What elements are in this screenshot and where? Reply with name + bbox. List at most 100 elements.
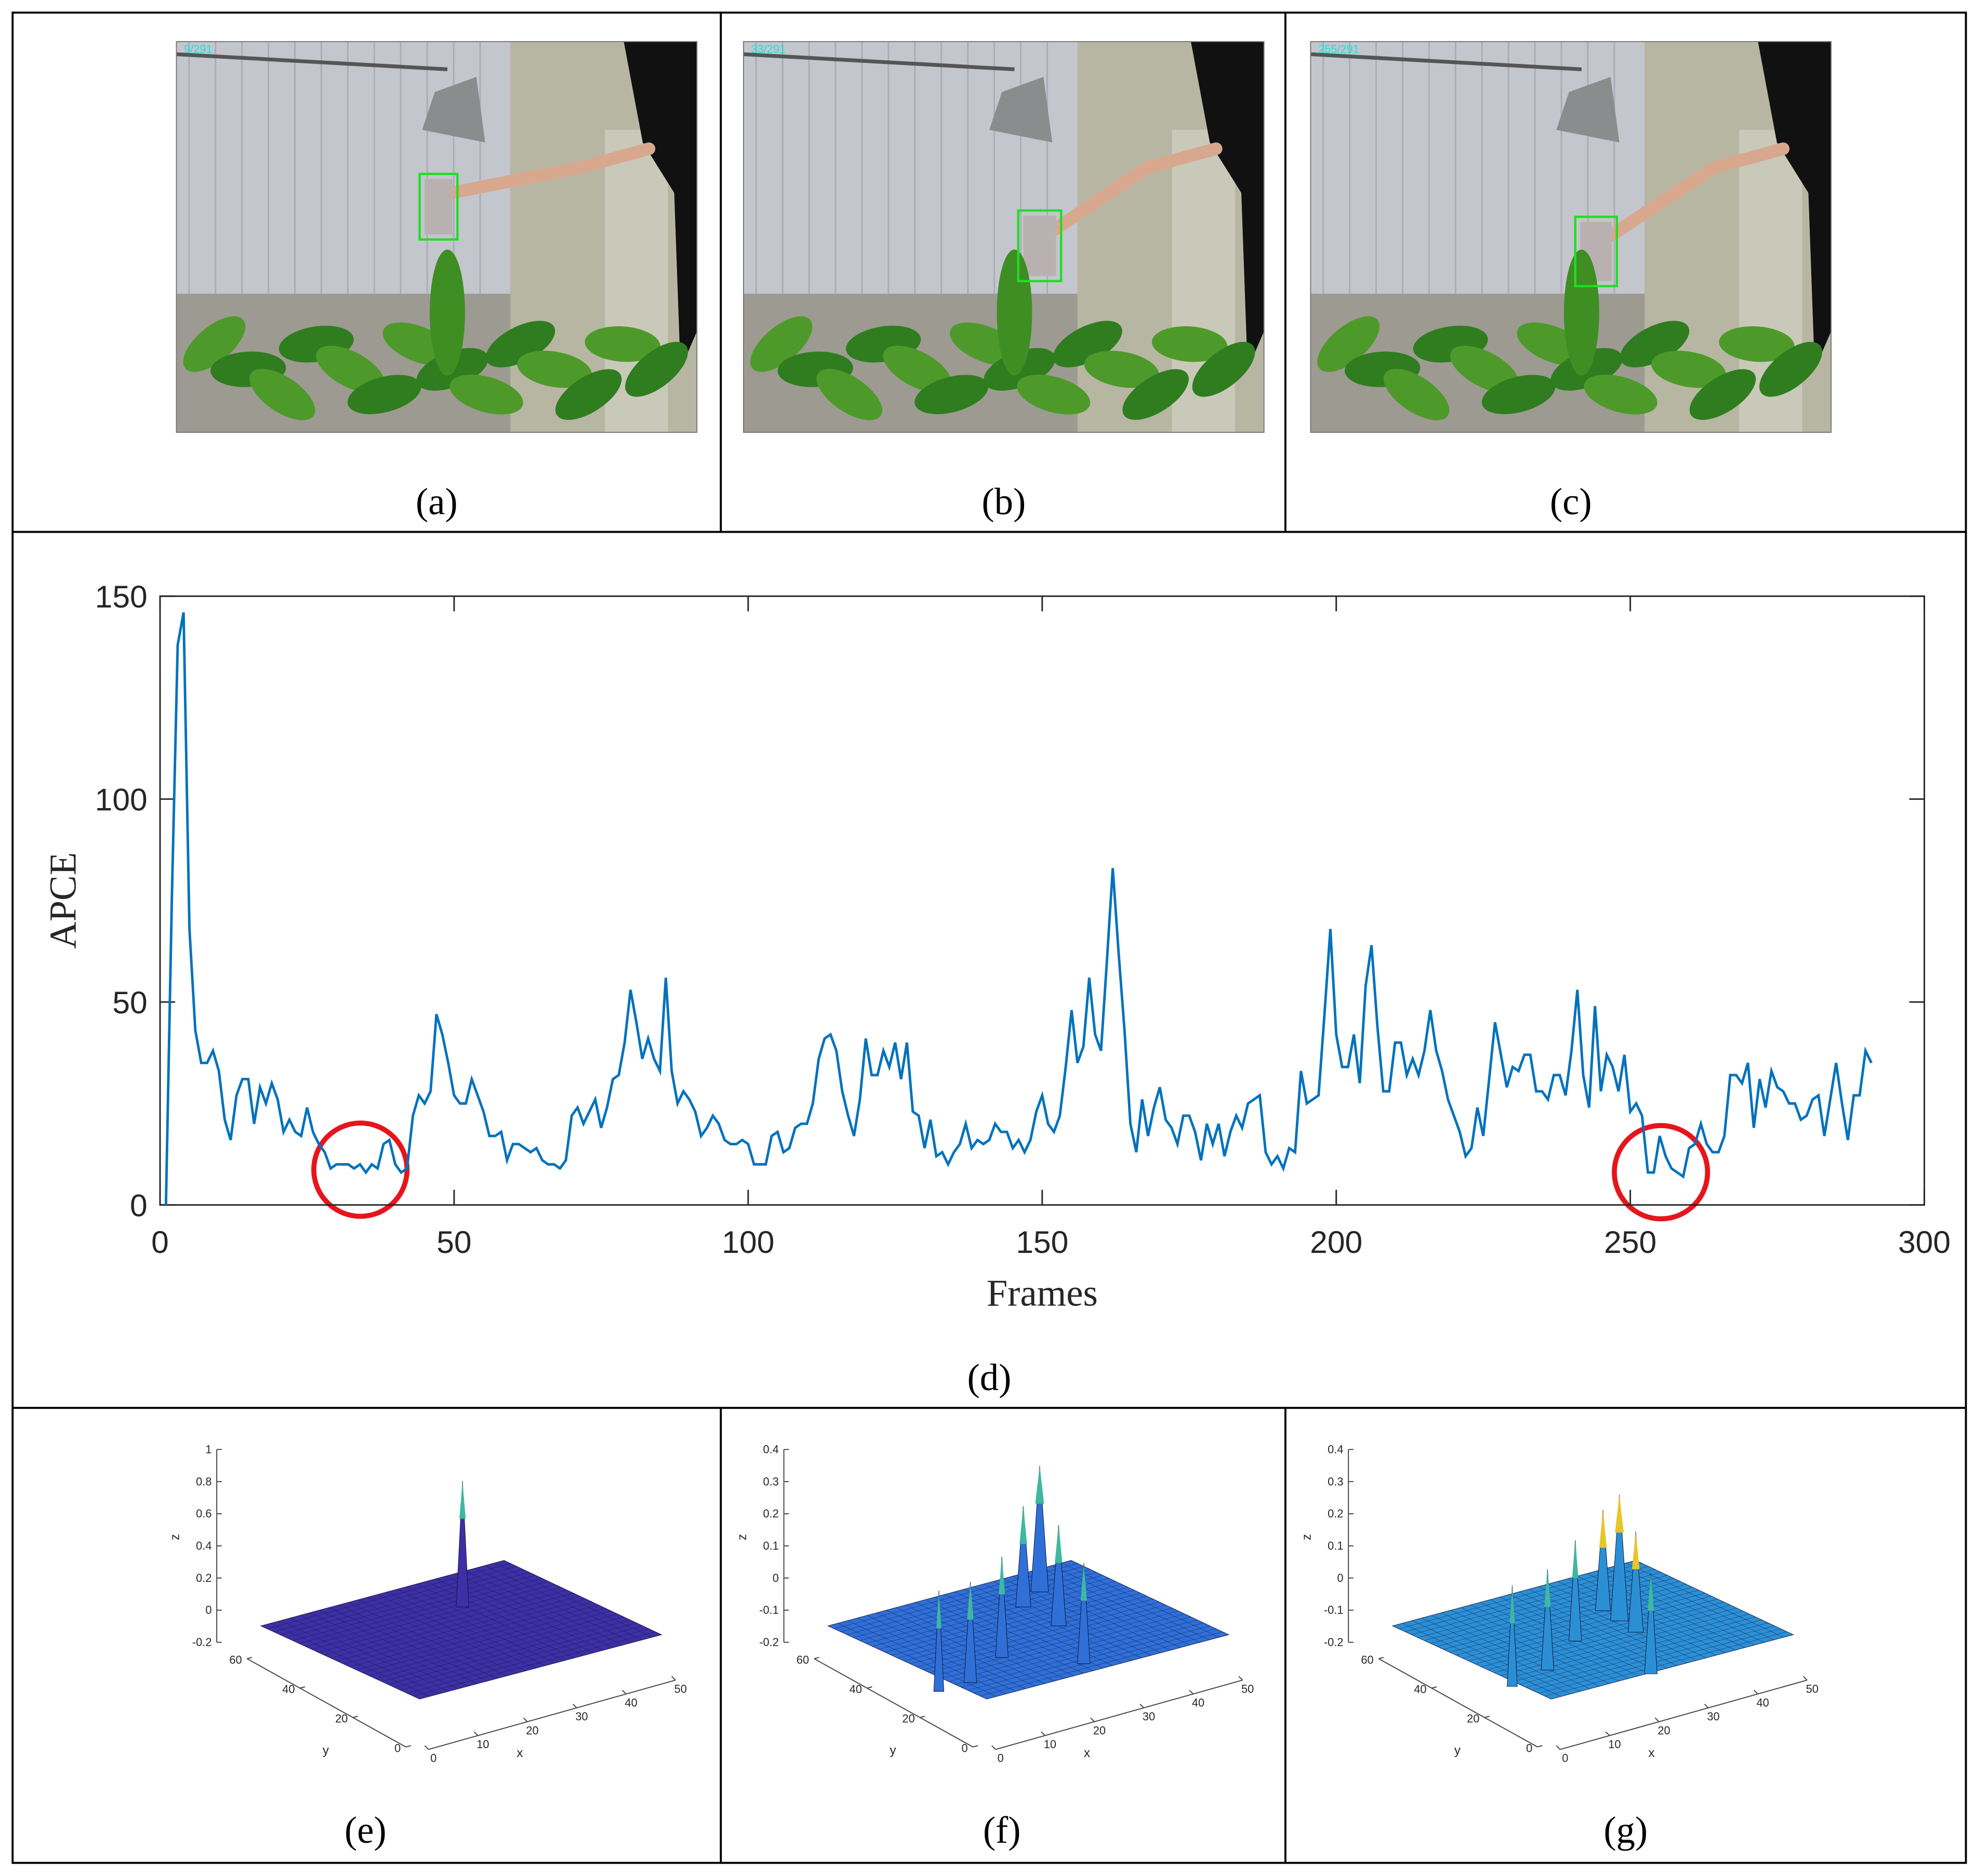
mesh-line: [948, 1617, 1191, 1682]
x-tick: [621, 1689, 627, 1695]
leaf: [486, 321, 555, 367]
y-tick: [973, 1745, 978, 1748]
z-tick-label: -0.2: [759, 1636, 779, 1649]
z-tick-label: 0.2: [196, 1571, 211, 1584]
peak-highlight: [1599, 1510, 1607, 1548]
x-tick: [1189, 1689, 1194, 1695]
mesh-line: [1443, 1584, 1687, 1650]
surface-plot: 0.4 0.3 0.2 0.1 0 -0.1 -0.2 z 60 40 20 0 y 0 10 20 30 40 5…: [1299, 1443, 1818, 1764]
frame-counter: 9/291: [184, 43, 213, 56]
z-tick-label: 0.1: [763, 1539, 779, 1552]
leaf: [347, 375, 421, 414]
photo-frame: [176, 41, 698, 433]
leaf: [449, 374, 523, 415]
peak-highlight: [1509, 1586, 1515, 1623]
surface-peak: [1628, 1531, 1644, 1633]
mesh-line: [400, 1626, 643, 1690]
peak-highlight: [1648, 1573, 1654, 1611]
mesh-line: [1529, 1589, 1687, 1663]
z-tick-label: 0: [773, 1571, 779, 1584]
x-tick: [1654, 1718, 1660, 1722]
y-tick: [814, 1657, 819, 1659]
mesh-line: [311, 1584, 555, 1650]
x-tick: [1556, 1745, 1561, 1750]
mesh-line: [286, 1572, 529, 1638]
panel-label: (f): [983, 1809, 1021, 1851]
mesh-line: [387, 1591, 546, 1666]
mesh-line: [1042, 1568, 1200, 1643]
x-tick-label: 40: [1192, 1696, 1204, 1709]
mesh-line: [484, 1565, 643, 1640]
x-tick-label: 0: [151, 1224, 169, 1260]
y-tick-label: 0: [1526, 1741, 1532, 1754]
mesh-line: [299, 1578, 542, 1644]
x-tick-label: 50: [1806, 1682, 1819, 1695]
mesh-line: [494, 1563, 652, 1638]
leaf: [555, 369, 622, 420]
z-tick-label: 0.6: [196, 1507, 211, 1520]
z-tick-label: 0.4: [763, 1443, 779, 1456]
surface-plane: [260, 1560, 662, 1699]
surface-plane: [1391, 1560, 1794, 1699]
x-tick: [523, 1718, 528, 1722]
x-tick-label: 20: [1093, 1724, 1106, 1737]
y-tick-label: 60: [1361, 1654, 1373, 1667]
window-blinds: [743, 42, 1078, 294]
lamp-arm: [176, 52, 448, 72]
surface-peak: [995, 1556, 1009, 1658]
mesh-line: [1519, 1619, 1762, 1685]
x-axis: [1560, 1680, 1808, 1750]
y-tick-label: 60: [229, 1654, 242, 1667]
z-axis-label: z: [168, 1534, 182, 1540]
peak-highlight: [1035, 1465, 1044, 1504]
leaf: [1084, 350, 1159, 388]
mesh-line: [1539, 1628, 1781, 1694]
x-tick-label: 20: [526, 1724, 538, 1737]
x-tick: [1803, 1676, 1808, 1681]
peak-highlight: [1019, 1506, 1027, 1544]
peak-highlight: [1572, 1540, 1579, 1578]
mesh-line: [936, 1610, 1178, 1676]
surface-peak: [1610, 1495, 1629, 1621]
leaf: [914, 375, 988, 414]
person: [1190, 42, 1264, 369]
peak-highlight: [999, 1556, 1005, 1595]
arm: [445, 142, 656, 200]
mesh-line: [299, 1615, 459, 1689]
mesh-line: [406, 1586, 565, 1661]
leaf: [585, 326, 660, 362]
x-axis-label: x: [1084, 1746, 1090, 1760]
y-tick: [352, 1715, 359, 1718]
mesh-line: [910, 1598, 1153, 1664]
x-axis: [995, 1680, 1243, 1750]
mesh-line: [1490, 1599, 1649, 1674]
y-tick: [1537, 1745, 1543, 1748]
y-tick-label: 50: [112, 985, 147, 1020]
mesh-line: [917, 1602, 1160, 1667]
mesh-line: [1513, 1617, 1756, 1682]
mesh-line: [273, 1566, 517, 1632]
mesh-line: [886, 1610, 1045, 1684]
x-tick: [1139, 1703, 1144, 1709]
highlight-circle: [1612, 1123, 1710, 1222]
mesh-line: [1494, 1607, 1737, 1673]
y-tick: [405, 1745, 411, 1748]
surface-peak: [1030, 1465, 1049, 1592]
mesh-line: [1481, 1602, 1725, 1667]
x-tick-label: 50: [674, 1682, 687, 1695]
can: [1023, 215, 1056, 276]
leaf: [316, 346, 385, 393]
mesh-line: [305, 1581, 549, 1647]
mesh-line: [413, 1631, 656, 1697]
x-tick: [1041, 1731, 1045, 1736]
z-tick-label: 0.4: [196, 1539, 211, 1552]
z-tick-label: 0.2: [763, 1507, 779, 1520]
mesh-line: [1061, 1563, 1219, 1638]
z-tick-label: -0.1: [759, 1604, 779, 1617]
leaf: [249, 368, 315, 420]
surface-peak: [933, 1590, 945, 1692]
lamp-arm: [743, 52, 1015, 72]
leaf: [883, 346, 952, 393]
x-tick: [1090, 1718, 1095, 1722]
mesh-line: [1500, 1610, 1743, 1676]
